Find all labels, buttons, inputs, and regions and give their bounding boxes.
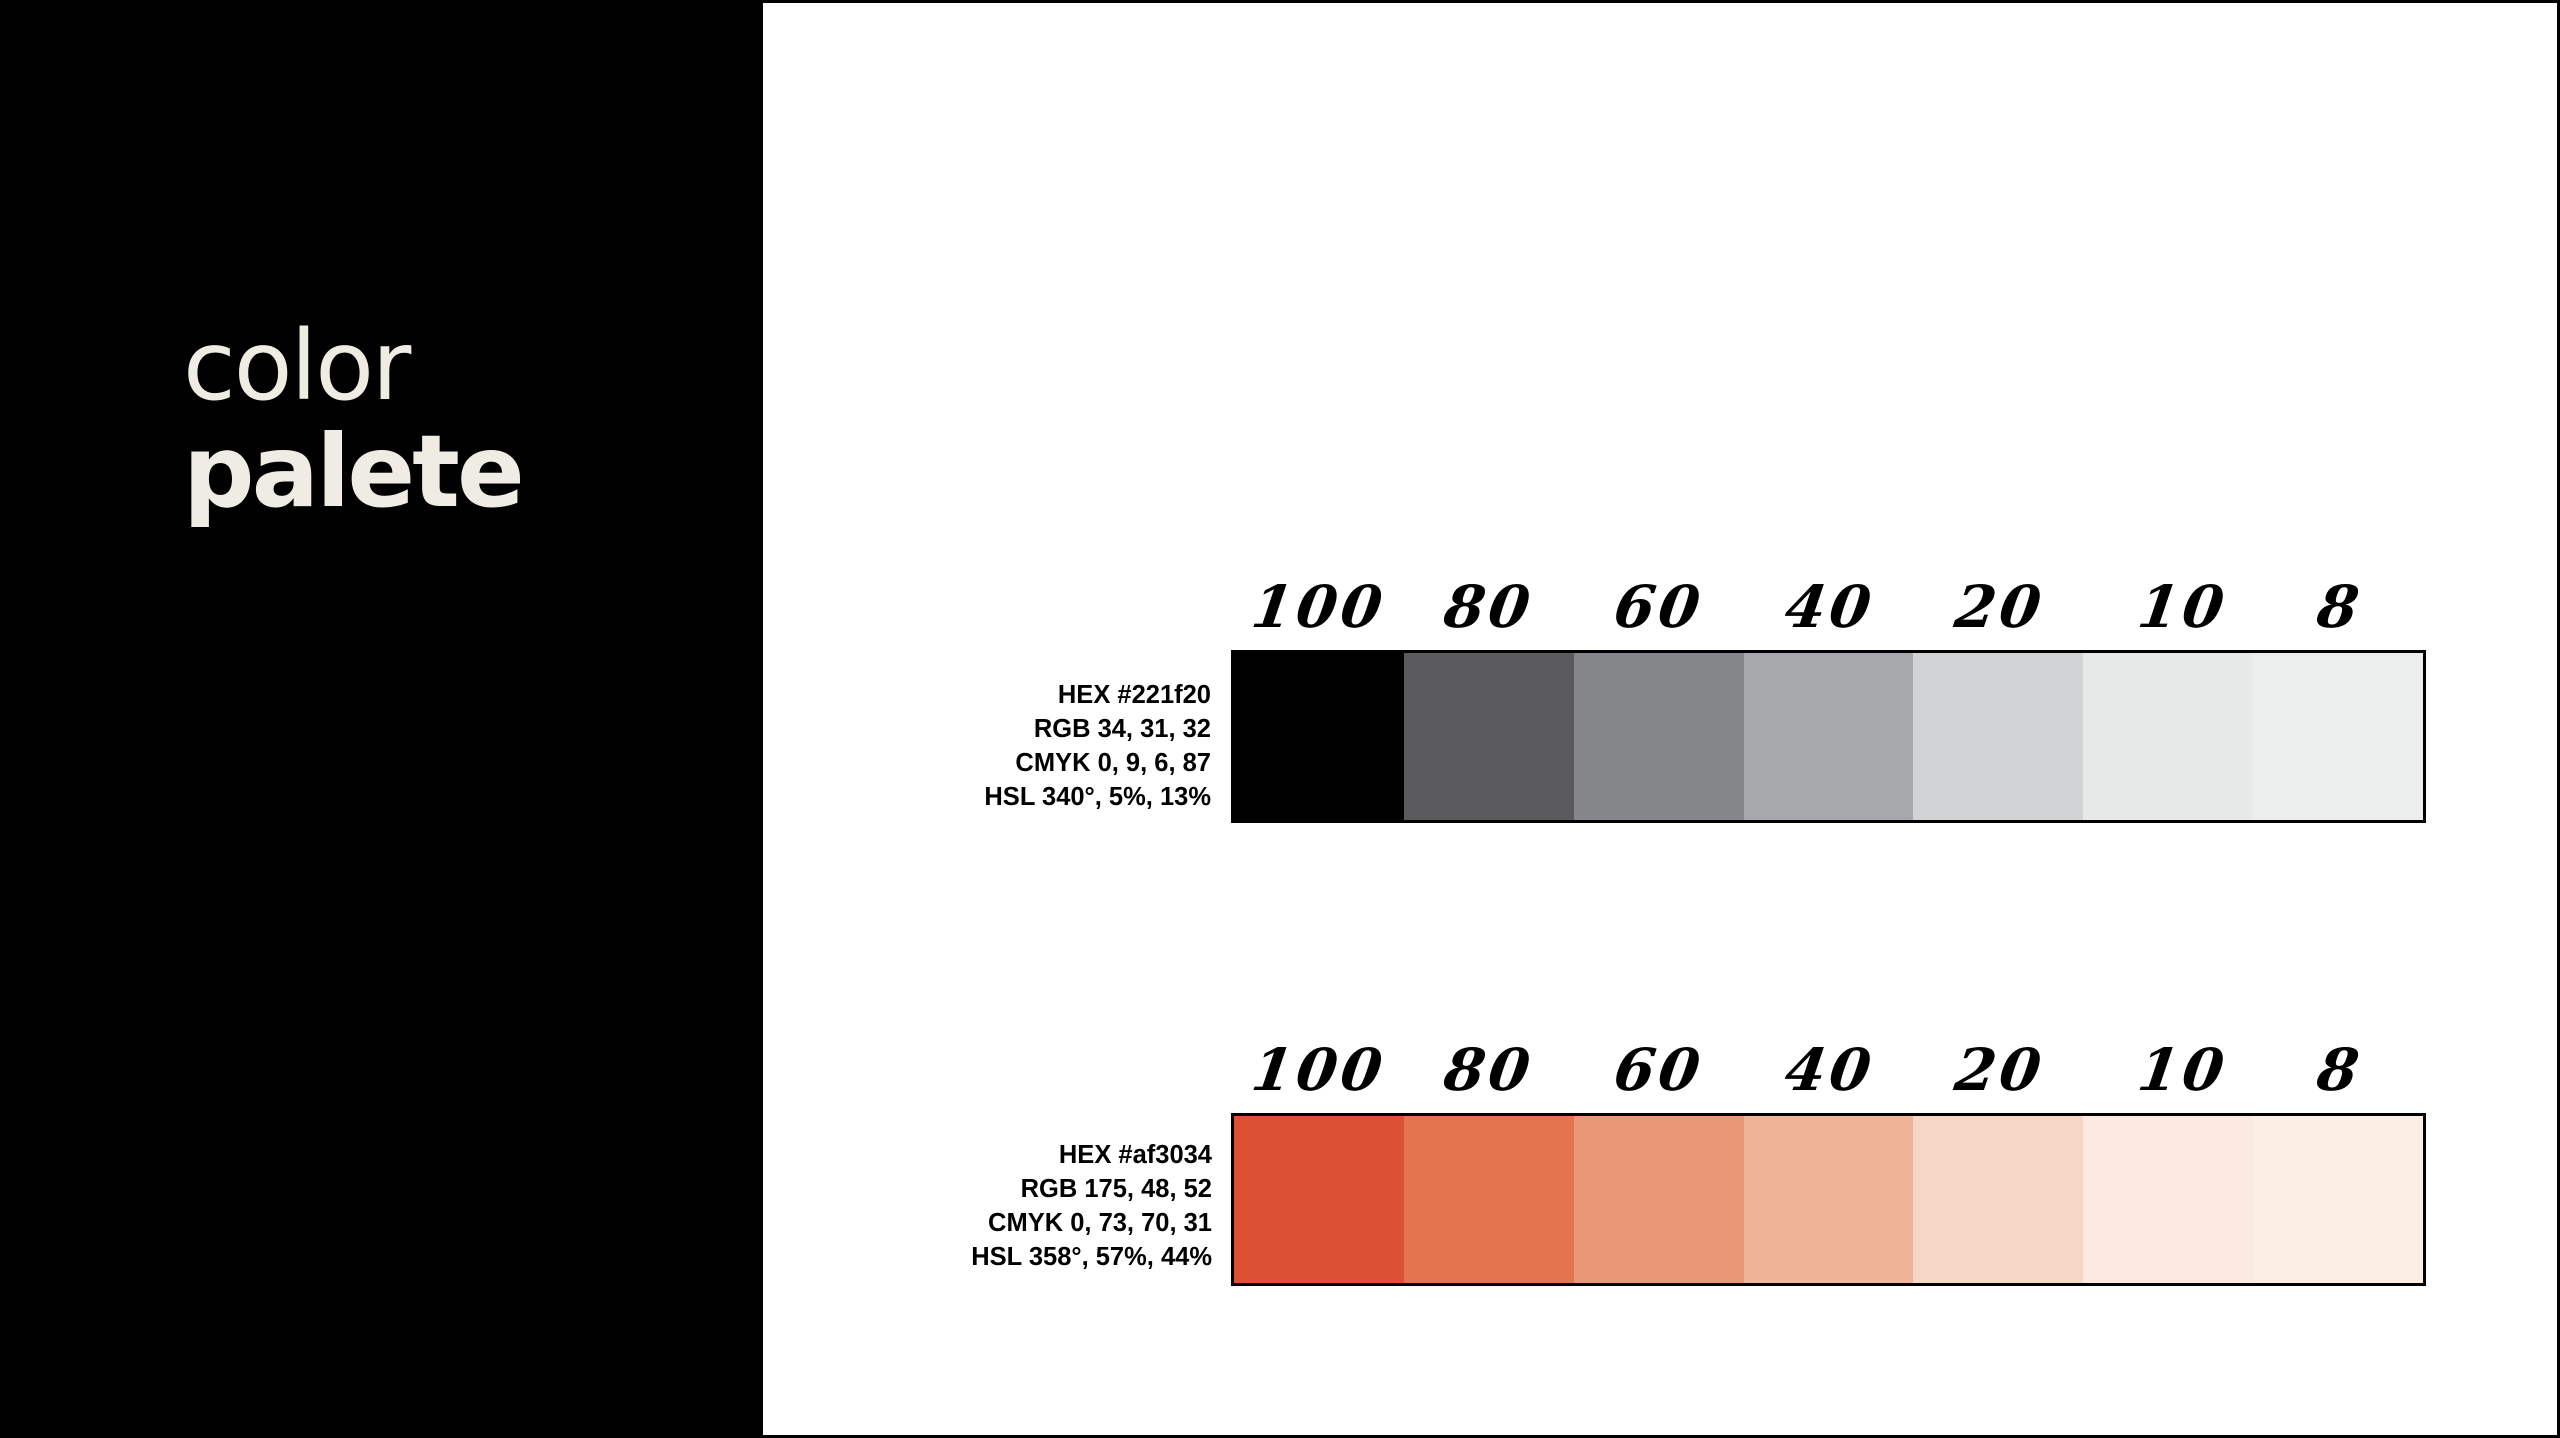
hsl-value: HSL 358°, 57%, 44%: [971, 1243, 1212, 1271]
swatch-10: [2083, 653, 2254, 820]
tint-label: 40: [1780, 573, 1880, 641]
tint-label: 60: [1609, 1036, 1709, 1104]
tint-labels: 100 80 60 40 20 10 8: [1232, 573, 2425, 643]
swatch-20: [1913, 653, 2084, 820]
tint-label: 20: [1950, 1036, 2050, 1104]
title-panel: color palete: [3, 3, 763, 1438]
swatch-20: [1913, 1116, 2084, 1283]
swatch-bar: [1231, 1113, 2426, 1286]
tint-labels: 100 80 60 40 20 10 8: [1232, 1036, 2425, 1106]
tint-label: 100: [1247, 1036, 1391, 1104]
hsl-value: HSL 340°, 5%, 13%: [984, 783, 1211, 811]
cmyk-value: CMYK 0, 73, 70, 31: [988, 1209, 1212, 1237]
tint-label: 100: [1247, 573, 1391, 641]
tint-label: 60: [1609, 573, 1709, 641]
swatch-60: [1573, 1116, 1744, 1283]
tint-label: 10: [2133, 1036, 2233, 1104]
swatch-80: [1403, 653, 1574, 820]
swatch-100: [1234, 1116, 1404, 1283]
color-info: HEX #221f20 RGB 34, 31, 32 CMYK 0, 9, 6,…: [984, 678, 1211, 814]
slide-title: color palete: [183, 310, 525, 530]
cmyk-value: CMYK 0, 9, 6, 87: [1015, 749, 1211, 777]
hex-value: HEX #af3034: [1058, 1141, 1212, 1169]
swatch-40: [1743, 653, 1914, 820]
tint-label: 20: [1950, 573, 2050, 641]
swatch-bar: [1231, 650, 2426, 823]
swatch-10: [2083, 1116, 2254, 1283]
tint-label: 80: [1439, 1036, 1539, 1104]
tint-label: 8: [2313, 573, 2367, 641]
swatch-8: [2253, 653, 2424, 820]
swatch-80: [1403, 1116, 1574, 1283]
tint-label: 10: [2133, 573, 2233, 641]
hex-value: HEX #221f20: [1057, 681, 1211, 709]
tint-label: 40: [1780, 1036, 1880, 1104]
tint-label: 8: [2313, 1036, 2367, 1104]
tint-label: 80: [1439, 573, 1539, 641]
swatch-100: [1234, 653, 1404, 820]
color-info: HEX #af3034 RGB 175, 48, 52 CMYK 0, 73, …: [971, 1138, 1212, 1274]
title-line-color: color: [183, 310, 411, 422]
swatch-60: [1573, 653, 1744, 820]
swatch-8: [2253, 1116, 2424, 1283]
rgb-value: RGB 175, 48, 52: [1020, 1175, 1212, 1203]
swatch-40: [1743, 1116, 1914, 1283]
title-line-palete: palete: [183, 413, 525, 530]
rgb-value: RGB 34, 31, 32: [1033, 715, 1211, 743]
